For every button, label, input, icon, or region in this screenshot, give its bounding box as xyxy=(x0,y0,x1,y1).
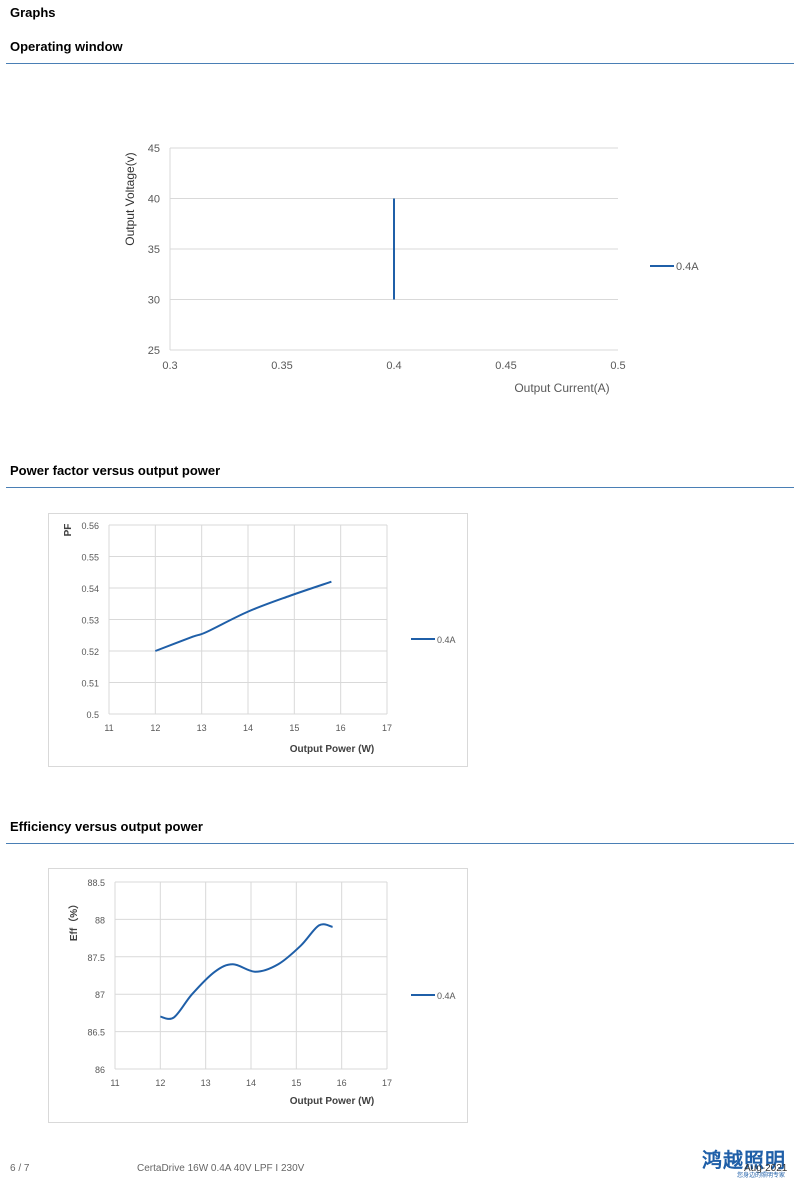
legend-label: 0.4A xyxy=(676,261,699,273)
company-logo: 鸿越照明 xyxy=(702,1148,786,1172)
section-title-power-factor: Power factor versus output power xyxy=(10,463,221,478)
y-tick-label: 0.55 xyxy=(81,553,99,563)
y-tick-label: 87.5 xyxy=(87,953,105,963)
footer-page-number: 6 / 7 xyxy=(10,1163,30,1174)
section-divider xyxy=(6,843,794,844)
x-tick-label: 16 xyxy=(337,1078,347,1088)
x-tick-label: 0.4 xyxy=(386,360,401,372)
y-tick-label: 35 xyxy=(148,244,160,256)
y-tick-label: 0.5 xyxy=(86,710,99,720)
x-tick-label: 13 xyxy=(197,723,207,733)
series-line-0.4A xyxy=(154,580,332,652)
series-line-0.4A xyxy=(160,923,333,1020)
x-tick-label: 12 xyxy=(155,1078,165,1088)
y-tick-label: 88.5 xyxy=(87,878,105,888)
y-tick-label: 86 xyxy=(95,1065,105,1075)
chart-frame xyxy=(48,513,468,767)
x-tick-label: 16 xyxy=(336,723,346,733)
y-tick-label: 0.52 xyxy=(81,647,99,657)
page-title: Graphs xyxy=(10,5,56,20)
section-divider xyxy=(6,63,794,64)
y-tick-label: 25 xyxy=(148,345,160,357)
x-tick-label: 14 xyxy=(243,723,253,733)
y-tick-label: 45 xyxy=(148,143,160,155)
legend-label: 0.4A xyxy=(437,635,456,645)
x-tick-label: 13 xyxy=(201,1078,211,1088)
y-tick-label: 88 xyxy=(95,915,105,925)
y-tick-label: 30 xyxy=(148,295,160,307)
y-axis-title: Output Voltage(v) xyxy=(123,152,137,245)
x-tick-label: 12 xyxy=(150,723,160,733)
x-tick-label: 11 xyxy=(110,1078,119,1088)
x-tick-label: 17 xyxy=(382,1078,392,1088)
company-logo-subtitle: 您身边的照明专家 xyxy=(737,1173,786,1179)
x-tick-label: 0.5 xyxy=(610,360,625,372)
x-tick-label: 0.45 xyxy=(495,360,516,372)
footer-date: Aug-2021 xyxy=(744,1163,788,1174)
legend-label: 0.4A xyxy=(437,991,456,1001)
x-axis-title: Output Power (W) xyxy=(290,1096,374,1107)
x-tick-label: 0.3 xyxy=(162,360,177,372)
x-tick-label: 15 xyxy=(289,723,299,733)
x-tick-label: 11 xyxy=(104,723,113,733)
y-axis-title: Eff（%） xyxy=(67,899,80,941)
footer-product-name: CertaDrive 16W 0.4A 40V LPF I 230V xyxy=(137,1163,305,1174)
section-divider xyxy=(6,487,794,488)
x-tick-label: 0.35 xyxy=(271,360,292,372)
x-tick-label: 17 xyxy=(382,723,392,733)
section-title-efficiency: Efficiency versus output power xyxy=(10,819,203,834)
section-title-operating-window: Operating window xyxy=(10,39,123,54)
x-axis-title: Output Current(A) xyxy=(514,381,609,395)
y-axis-title: PF xyxy=(63,524,74,537)
y-tick-label: 0.54 xyxy=(81,584,99,594)
y-tick-label: 86.5 xyxy=(87,1028,105,1038)
y-tick-label: 0.51 xyxy=(81,679,99,689)
x-axis-title: Output Power (W) xyxy=(290,744,374,755)
x-tick-label: 15 xyxy=(291,1078,301,1088)
x-tick-label: 14 xyxy=(246,1078,256,1088)
chart-power-factor: 0.5 0.51 0.52 0.53 0.54 0.55 0.56 11 12 13 14 15 16 1… xyxy=(48,513,468,767)
chart-frame xyxy=(48,868,468,1123)
y-tick-label: 87 xyxy=(95,990,105,1000)
y-tick-label: 40 xyxy=(148,194,160,206)
chart-efficiency: 86 86.5 87 87.5 88 88.5 11 12 13 14 15 16 17 Output P… xyxy=(48,868,468,1123)
y-tick-label: 0.53 xyxy=(81,616,99,626)
y-tick-label: 0.56 xyxy=(81,521,99,531)
